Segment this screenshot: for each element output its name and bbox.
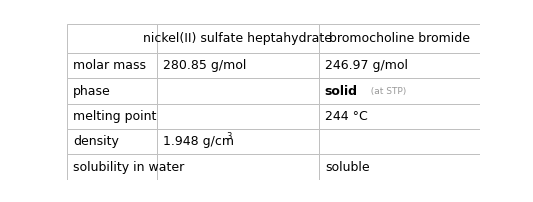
Bar xyxy=(319,154,480,180)
Bar xyxy=(67,78,157,104)
Bar xyxy=(319,129,480,154)
Bar xyxy=(157,24,319,53)
Text: 1.948 g/cm: 1.948 g/cm xyxy=(163,135,234,148)
Bar xyxy=(319,53,480,78)
Bar xyxy=(319,104,480,129)
Text: 244 °C: 244 °C xyxy=(325,110,368,123)
Bar xyxy=(67,104,157,129)
Text: density: density xyxy=(73,135,119,148)
Bar xyxy=(157,53,319,78)
Text: soluble: soluble xyxy=(325,161,369,174)
Bar xyxy=(67,154,157,180)
Text: molar mass: molar mass xyxy=(73,59,146,72)
Bar xyxy=(319,24,480,53)
Bar xyxy=(67,129,157,154)
Bar xyxy=(67,24,157,53)
Text: phase: phase xyxy=(73,85,110,98)
Bar xyxy=(157,104,319,129)
Text: solubility in water: solubility in water xyxy=(73,161,184,174)
Text: nickel(II) sulfate heptahydrate: nickel(II) sulfate heptahydrate xyxy=(143,32,332,45)
Text: 280.85 g/mol: 280.85 g/mol xyxy=(163,59,246,72)
Bar xyxy=(319,78,480,104)
Bar xyxy=(157,78,319,104)
Text: 3: 3 xyxy=(227,132,232,141)
Text: solid: solid xyxy=(325,85,358,98)
Text: 246.97 g/mol: 246.97 g/mol xyxy=(325,59,408,72)
Text: melting point: melting point xyxy=(73,110,156,123)
Text: bromocholine bromide: bromocholine bromide xyxy=(329,32,470,45)
Bar xyxy=(157,129,319,154)
Bar xyxy=(67,53,157,78)
Bar xyxy=(157,154,319,180)
Text: (at STP): (at STP) xyxy=(365,86,406,96)
